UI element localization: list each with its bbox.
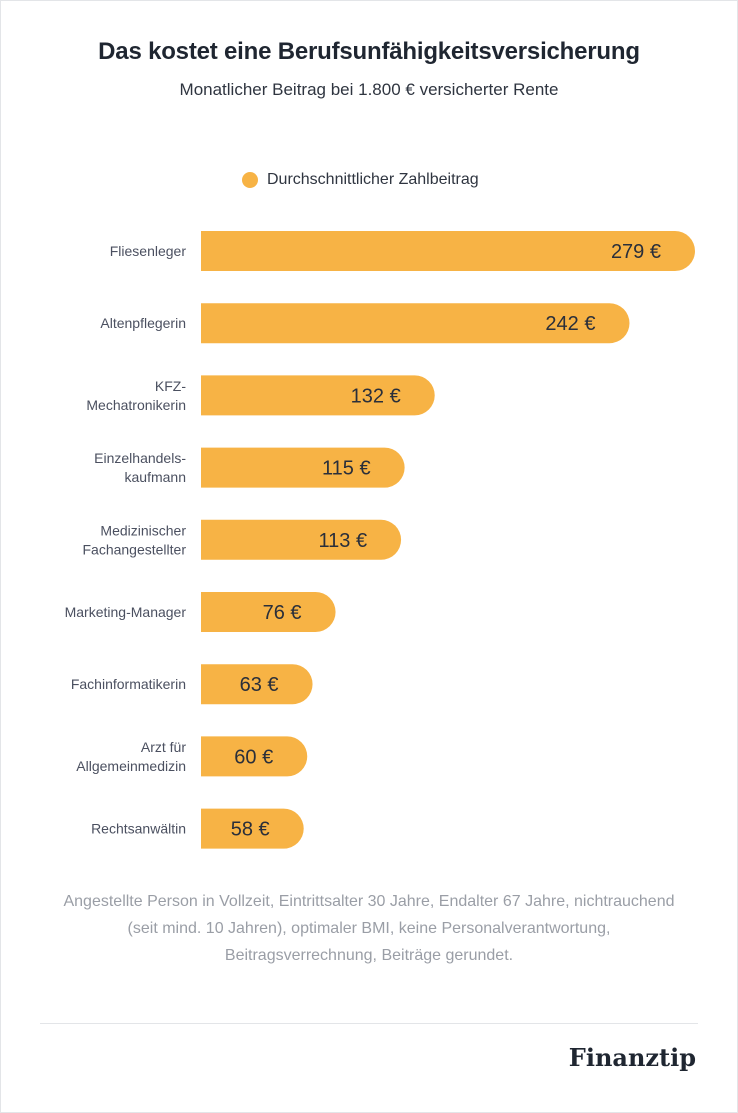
bar-fliesenleger xyxy=(201,231,695,271)
footnote: Angestellte Person in Vollzeit, Eintritt… xyxy=(63,893,675,964)
chart-title: Das kostet eine Berufsunfähigkeitsversic… xyxy=(98,38,640,65)
bar-rechtsanw-ltin xyxy=(201,808,304,849)
category-label-fliesenleger: Fliesenleger xyxy=(110,243,187,259)
bar-chart: 279 € Fliesenleger 242 € Altenpflegerin 132 … xyxy=(65,231,695,849)
legend-label: Durchschnittlicher Zahlbeitrag xyxy=(267,171,479,188)
bar-kfz-mechatronikerin xyxy=(201,375,435,416)
category-label-medizinischer-fachangestellter: Medizinischer Fachangestellter xyxy=(82,522,186,557)
brand-logo: Finanztip xyxy=(568,1043,696,1072)
value-label-arzt-f-r-allgemeinmedizin: 60 € xyxy=(234,746,273,768)
bar-altenpflegerin xyxy=(201,303,630,344)
category-label-marketing-manager: Marketing-Manager xyxy=(65,604,187,620)
category-label-fachinformatikerin: Fachinformatikerin xyxy=(71,676,186,692)
value-label-marketing-manager: 76 € xyxy=(263,602,302,624)
footer-divider xyxy=(40,1023,698,1024)
category-label-rechtsanw-ltin: Rechtsanwältin xyxy=(91,821,186,837)
category-label-arzt-f-r-allgemeinmedizin: Arzt für Allgemeinmedizin xyxy=(76,739,186,774)
category-label-einzelhandelskaufmann: Einzelhandels-kaufmann xyxy=(94,450,186,485)
value-label-rechtsanw-ltin: 58 € xyxy=(231,819,270,841)
value-label-fachinformatikerin: 63 € xyxy=(240,674,279,696)
value-label-altenpflegerin: 242 € xyxy=(545,313,595,335)
legend: Durchschnittlicher Zahlbeitrag xyxy=(242,170,479,190)
legend-swatch xyxy=(242,172,258,188)
chart-subtitle: Monatlicher Beitrag bei 1.800 € versiche… xyxy=(179,80,559,99)
bar-arzt-f-r-allgemeinmedizin xyxy=(201,736,308,777)
bar-marketing-manager xyxy=(201,592,336,632)
bar-medizinischer-fachangestellter xyxy=(201,519,402,560)
category-label-altenpflegerin: Altenpflegerin xyxy=(100,315,186,331)
value-label-kfz-mechatronikerin: 132 € xyxy=(351,385,401,407)
value-label-medizinischer-fachangestellter: 113 € xyxy=(319,530,368,552)
bar-fachinformatikerin xyxy=(201,664,313,705)
bar-einzelhandelskaufmann xyxy=(201,447,405,488)
category-label-kfz-mechatronikerin: KFZ-Mechatronikerin xyxy=(86,378,186,413)
value-label-einzelhandelskaufmann: 115 € xyxy=(322,458,371,480)
value-label-fliesenleger: 279 € xyxy=(611,241,661,263)
